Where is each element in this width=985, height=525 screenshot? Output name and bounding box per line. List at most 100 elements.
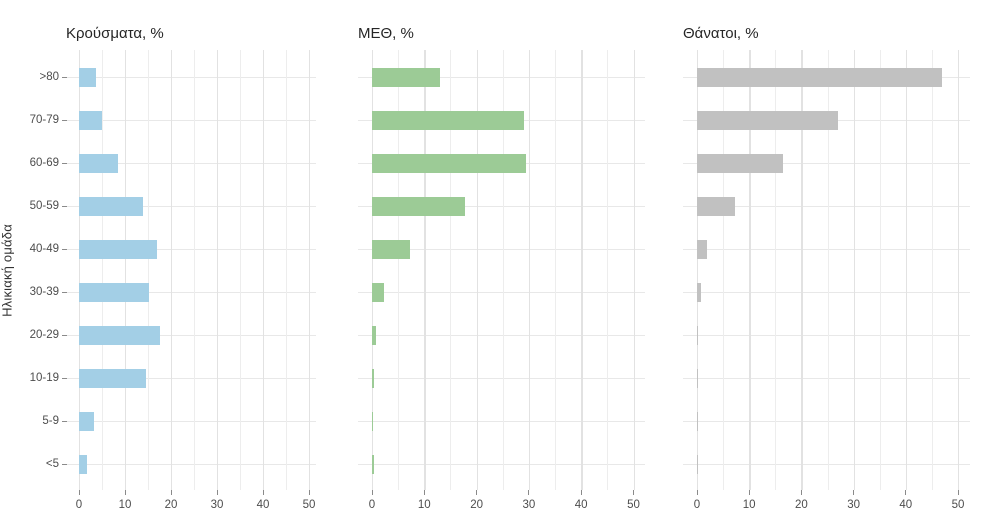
- row-gridline: [358, 335, 645, 337]
- x-tick-label: 20: [470, 499, 483, 511]
- bar: [79, 67, 97, 87]
- x-gridline: [502, 50, 504, 490]
- x-gridline: [476, 50, 478, 490]
- x-tick-label: 30: [847, 499, 860, 511]
- x-tick-label: 20: [794, 499, 808, 511]
- x-gridline: [555, 50, 557, 490]
- x-gridline: [723, 50, 725, 490]
- row-gridline: [66, 464, 316, 466]
- y-tick-label: 5-9: [42, 415, 59, 427]
- x-tick-mark: [905, 490, 907, 495]
- x-gridline: [286, 50, 287, 490]
- y-tick-mark: [62, 378, 67, 379]
- bar: [372, 110, 524, 130]
- row-gridline: [683, 249, 970, 251]
- x-tick-mark: [371, 490, 373, 495]
- y-tick-mark: [62, 120, 67, 121]
- x-tick-label: 40: [899, 499, 913, 511]
- x-tick-label: 10: [742, 499, 756, 511]
- row-gridline: [66, 335, 316, 337]
- bar: [372, 153, 527, 173]
- y-tick-label: 50-59: [29, 200, 59, 212]
- x-gridline: [853, 50, 855, 490]
- x-tick-mark: [800, 490, 802, 495]
- x-gridline: [240, 50, 241, 490]
- x-tick-label: 30: [522, 499, 536, 511]
- y-tick-label: >80: [39, 71, 59, 83]
- x-gridline: [749, 50, 751, 490]
- bar: [79, 196, 144, 216]
- x-tick-mark: [262, 490, 264, 495]
- x-gridline: [309, 50, 311, 490]
- x-gridline: [148, 50, 149, 490]
- x-tick-mark: [476, 490, 478, 495]
- x-gridline: [607, 50, 609, 490]
- panel-title-icu: ΜΕΘ, %: [358, 25, 414, 42]
- x-tick-mark: [633, 490, 634, 495]
- x-gridline: [879, 50, 881, 490]
- x-tick-label: 30: [210, 499, 224, 511]
- x-gridline: [372, 50, 374, 490]
- x-tick-label: 50: [951, 499, 965, 511]
- row-gridline: [66, 249, 316, 251]
- bar: [372, 368, 374, 388]
- row-gridline: [358, 421, 645, 423]
- y-tick-label: 10-19: [29, 372, 59, 384]
- x-tick-label: 0: [368, 499, 376, 511]
- x-gridline: [931, 50, 933, 490]
- bar: [79, 368, 146, 388]
- x-gridline: [102, 50, 103, 490]
- bar: [697, 196, 735, 216]
- row-gridline: [66, 421, 316, 423]
- bar: [79, 325, 160, 345]
- y-tick-mark: [62, 206, 67, 207]
- row-gridline: [66, 77, 316, 79]
- bar: [697, 325, 698, 345]
- y-tick-label: 20-29: [29, 329, 59, 341]
- bar: [697, 67, 943, 87]
- x-tick-label: 40: [574, 499, 588, 511]
- x-tick-mark: [423, 490, 425, 495]
- row-gridline: [683, 335, 970, 337]
- row-gridline: [683, 206, 970, 208]
- row-gridline: [358, 464, 645, 466]
- y-tick-mark: [62, 335, 67, 336]
- bar: [372, 411, 373, 431]
- x-gridline: [775, 50, 777, 490]
- x-gridline: [424, 50, 426, 490]
- y-tick-mark: [62, 77, 67, 78]
- x-tick-mark: [853, 490, 855, 495]
- bar: [372, 325, 376, 345]
- bar: [697, 239, 708, 259]
- bar: [372, 454, 374, 474]
- bar: [79, 153, 119, 173]
- row-gridline: [683, 464, 970, 466]
- x-gridline: [697, 50, 699, 490]
- bar: [372, 67, 440, 87]
- x-tick-label: 0: [693, 499, 701, 511]
- x-gridline: [217, 50, 219, 490]
- x-gridline: [450, 50, 452, 490]
- bar: [79, 282, 149, 302]
- bar: [697, 368, 698, 388]
- x-tick-label: 50: [302, 499, 316, 511]
- panel-title-cases: Κρούσματα, %: [66, 25, 164, 42]
- x-tick-label: 0: [75, 499, 83, 511]
- x-gridline: [633, 50, 635, 490]
- x-tick-mark: [528, 490, 530, 495]
- row-gridline: [683, 163, 970, 165]
- x-gridline: [905, 50, 908, 490]
- y-tick-mark: [62, 464, 67, 465]
- x-gridline: [171, 50, 173, 490]
- bar: [79, 454, 88, 474]
- y-tick-label: 40-49: [29, 243, 59, 255]
- y-tick-mark: [62, 249, 67, 250]
- row-gridline: [358, 378, 645, 380]
- row-gridline: [358, 292, 645, 294]
- bar: [697, 110, 838, 130]
- panel-title-deaths: Θάνατοι, %: [683, 25, 759, 42]
- x-tick-mark: [308, 490, 310, 495]
- panel-icu: ΜΕΘ, % 0 10 20 30 40 50: [358, 25, 645, 511]
- x-gridline: [79, 50, 81, 490]
